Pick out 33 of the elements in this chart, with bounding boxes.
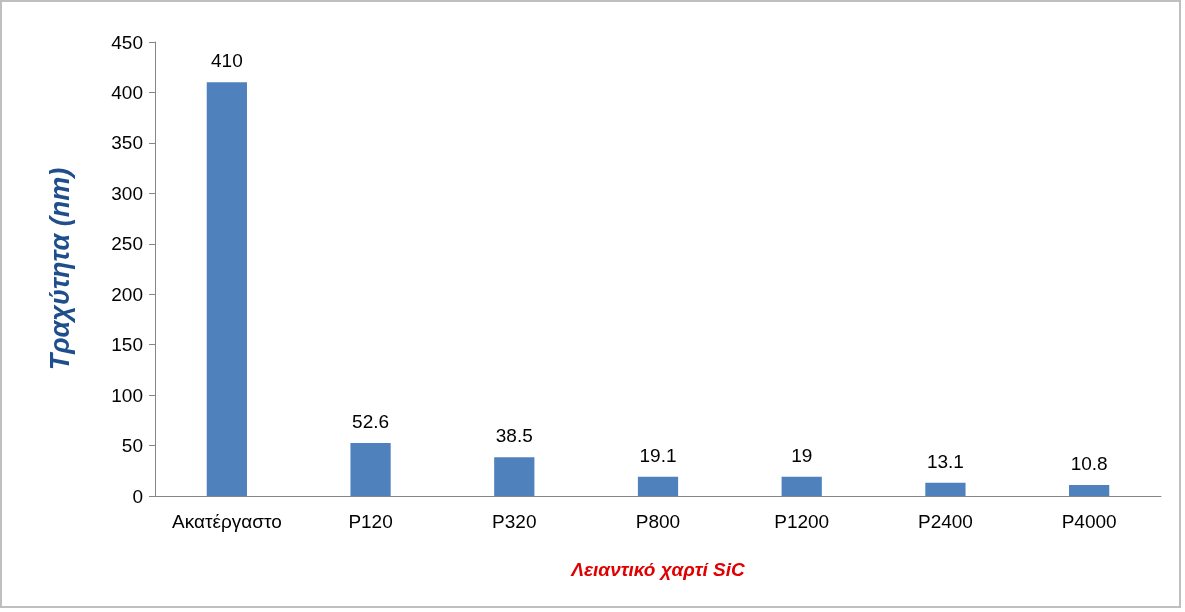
data-label: 52.6 bbox=[352, 410, 390, 432]
bar bbox=[206, 82, 247, 496]
y-tick-label: 200 bbox=[111, 283, 143, 305]
y-axis-title: Τραχύτητα (nm) bbox=[44, 167, 75, 371]
bar bbox=[1069, 485, 1110, 496]
data-label: 10.8 bbox=[1070, 453, 1108, 475]
data-label: 19.1 bbox=[639, 444, 677, 466]
bar bbox=[350, 442, 391, 496]
data-label: 410 bbox=[211, 50, 243, 72]
y-tick-label: 150 bbox=[111, 334, 143, 356]
x-tick-label: Ακατέργαστο bbox=[171, 511, 282, 532]
x-tick-label: P320 bbox=[492, 511, 537, 532]
y-tick-label: 100 bbox=[111, 384, 143, 406]
data-label: 19 bbox=[791, 444, 813, 466]
data-label: 38.5 bbox=[495, 425, 533, 447]
y-tick-label: 0 bbox=[132, 485, 143, 507]
bar bbox=[781, 476, 822, 496]
y-tick-label: 400 bbox=[111, 81, 143, 103]
x-tick-label: P1200 bbox=[774, 511, 830, 532]
bar bbox=[494, 457, 535, 496]
bar bbox=[925, 482, 966, 496]
x-axis-title: Λειαντικό χαρτί SiC bbox=[570, 559, 745, 580]
data-label: 13.1 bbox=[926, 450, 964, 472]
y-tick-label: 350 bbox=[111, 132, 143, 154]
x-tick-label: P800 bbox=[635, 511, 681, 532]
y-tick-label: 50 bbox=[121, 435, 143, 457]
x-tick-label: P120 bbox=[348, 511, 393, 532]
x-tick-label: P2400 bbox=[917, 511, 973, 532]
x-tick-label: P4000 bbox=[1061, 511, 1117, 532]
y-tick-label: 300 bbox=[111, 182, 143, 204]
y-tick-label: 450 bbox=[111, 31, 143, 53]
bar bbox=[637, 476, 679, 496]
y-tick-label: 250 bbox=[111, 233, 143, 255]
